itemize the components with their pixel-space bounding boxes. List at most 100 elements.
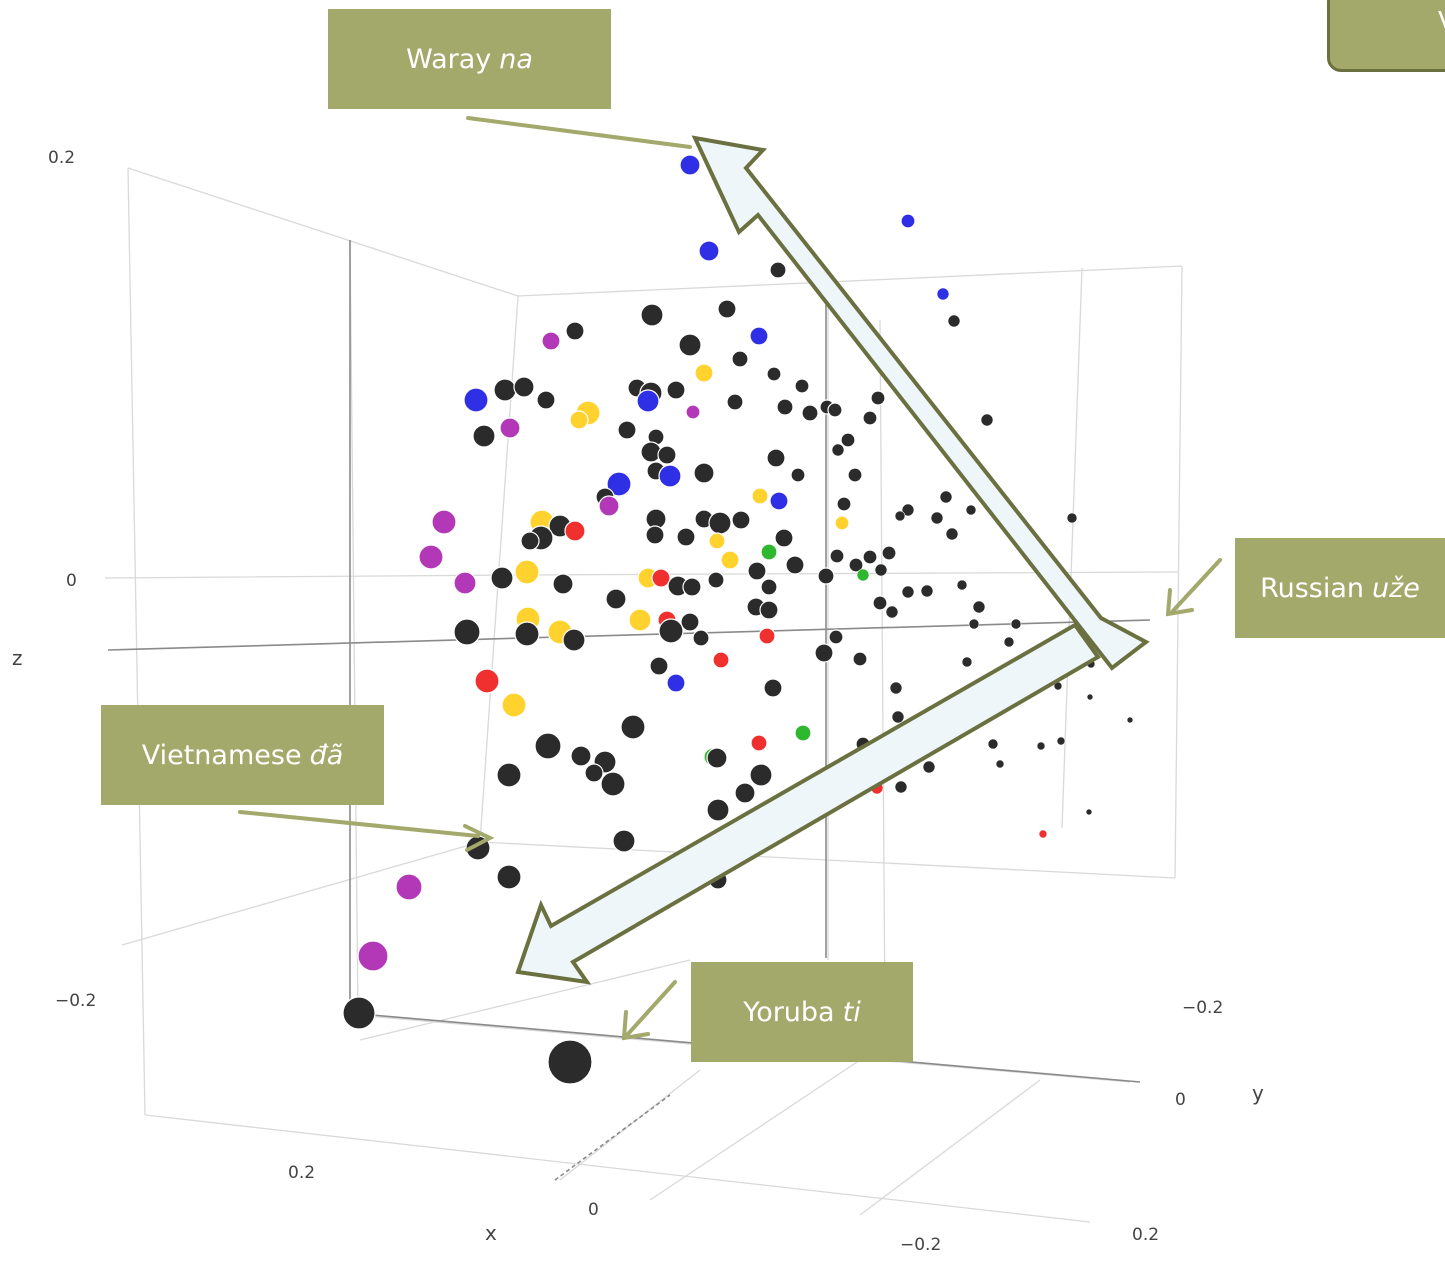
callout-yoruba-word: ti	[842, 996, 861, 1028]
x-axis-label: x	[485, 1221, 497, 1245]
scatter-point	[513, 376, 535, 398]
scatter-point	[831, 443, 845, 457]
scatter-point	[817, 567, 835, 585]
scatter-point	[856, 568, 870, 582]
scatter-point	[814, 643, 834, 663]
scatter-point	[749, 326, 769, 346]
scatter-point	[1126, 716, 1134, 724]
scatter-point	[922, 760, 936, 774]
scatter-point	[536, 390, 556, 410]
scatter-point	[766, 448, 786, 468]
scatter-point	[848, 557, 864, 573]
scatter-point	[685, 404, 701, 420]
scatter-point	[794, 378, 810, 394]
scatter-point	[514, 621, 540, 647]
scatter-point	[828, 629, 844, 645]
scatter-points	[342, 154, 1134, 1085]
scatter-point	[453, 571, 477, 595]
scatter-point	[758, 627, 776, 645]
scatter-point	[651, 568, 671, 588]
scatter-point	[930, 511, 944, 525]
scatter-point	[794, 724, 812, 742]
scatter-point	[496, 762, 522, 788]
scatter-point	[493, 378, 517, 402]
callout-waray: Waray na	[328, 9, 611, 109]
scatter-point	[995, 759, 1005, 769]
corner-callout-text: V	[1438, 7, 1445, 37]
y-tick-second: 0	[1175, 1090, 1186, 1110]
scatter-point	[891, 710, 905, 724]
scatter-point	[520, 531, 540, 551]
scatter-point	[617, 420, 637, 440]
scatter-point	[534, 732, 562, 760]
scatter-point	[760, 543, 778, 561]
scatter-point	[968, 618, 980, 630]
scatter-point	[342, 996, 376, 1030]
scatter-point	[657, 445, 677, 465]
scatter-point	[870, 390, 886, 406]
scatter-point	[1010, 618, 1022, 630]
scatter-point	[496, 864, 522, 890]
scatter-point	[747, 561, 767, 581]
scatter-point	[570, 745, 592, 767]
scatter-point	[707, 571, 725, 589]
scatter-point	[692, 629, 710, 647]
scatter-point	[628, 608, 652, 632]
z-tick-top: 0.2	[48, 148, 75, 168]
scatter-point	[564, 520, 586, 542]
scatter-point	[776, 398, 794, 416]
scatter-point	[774, 528, 794, 548]
scatter-point	[708, 532, 726, 550]
scatter-point	[514, 559, 540, 585]
y-tick-first: −0.2	[1182, 998, 1223, 1018]
scatter-point	[862, 549, 878, 565]
scatter-point	[836, 496, 852, 512]
scatter-point	[640, 303, 664, 327]
scatter-point	[847, 467, 863, 483]
callout-vietnamese-language: Vietnamese	[141, 739, 302, 771]
scatter-point	[894, 780, 908, 794]
scatter-point	[472, 424, 496, 448]
scatter-point	[598, 495, 620, 517]
scatter-point	[717, 299, 737, 319]
callout-vietnamese-word: đã	[309, 739, 344, 771]
scatter-point	[901, 503, 915, 517]
callout-yoruba-language: Yoruba	[743, 996, 835, 1028]
scatter-point	[605, 588, 627, 610]
scatter-point	[666, 673, 686, 693]
scatter-point	[418, 544, 444, 570]
scatter-point	[734, 782, 756, 804]
scatter-point	[894, 510, 906, 522]
scatter-point	[541, 331, 561, 351]
x-tick-first: 0.2	[288, 1163, 315, 1183]
scatter-point	[600, 771, 626, 797]
scatter-point	[606, 471, 632, 497]
callout-waray-word: na	[499, 43, 533, 75]
scatter-point	[682, 577, 702, 597]
scatter-point	[680, 612, 700, 632]
scatter-point	[920, 584, 934, 598]
arrow-to-waray	[691, 135, 1150, 671]
scatter-point	[431, 509, 457, 535]
z-tick-mid: 0	[66, 571, 77, 591]
scatter-point	[658, 464, 682, 488]
scatter-point	[501, 692, 527, 718]
callout-vietnamese: Vietnamese đã	[101, 705, 384, 805]
scatter-point	[620, 714, 646, 740]
scatter-point	[679, 154, 701, 176]
scatter-point	[939, 490, 953, 504]
scatter-point	[766, 366, 782, 382]
scatter-point	[1066, 512, 1078, 524]
scatter-point	[827, 402, 843, 418]
scatter-point	[1038, 829, 1048, 839]
scatter-point	[936, 287, 950, 301]
scatter-point	[900, 213, 916, 229]
scatter-point	[763, 678, 783, 698]
scatter-point	[708, 511, 732, 535]
y-tick-third: 0.2	[1132, 1225, 1159, 1245]
scatter-point	[1036, 741, 1046, 751]
scatter-point	[698, 240, 720, 262]
x-tick-second: 0	[588, 1200, 599, 1220]
arrow-to-yoruba	[515, 622, 1101, 985]
